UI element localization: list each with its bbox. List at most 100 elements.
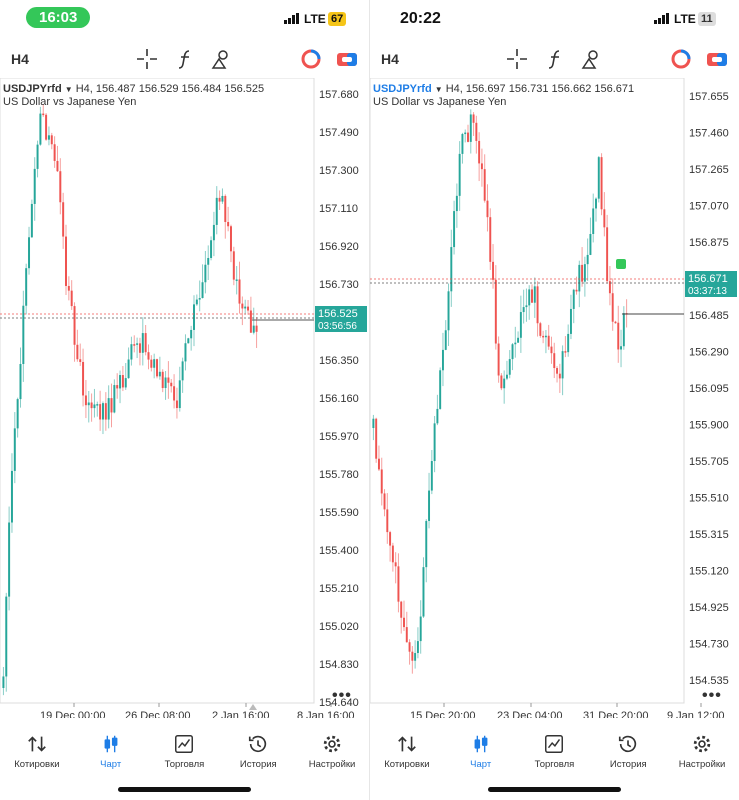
nav-quotes[interactable]: Котировки <box>370 730 444 775</box>
candle-body <box>430 461 433 491</box>
nav-history[interactable]: История <box>591 730 665 775</box>
candle-body <box>556 368 559 374</box>
candle-body <box>104 403 107 420</box>
candle-body <box>497 343 500 376</box>
y-axis-label: 156.920 <box>319 241 359 253</box>
nav-label: История <box>239 759 277 770</box>
x-axis-label: 2 Jan 16:00 <box>212 710 270 718</box>
candle-body <box>47 135 50 140</box>
check-badge <box>616 259 626 269</box>
candle-body <box>175 400 178 409</box>
symbol-dropdown-icon[interactable]: ▼ <box>434 85 443 94</box>
nav-quotes[interactable]: Котировки <box>0 730 74 775</box>
candle-body <box>195 299 198 305</box>
candle-body <box>444 330 447 350</box>
more-options-button[interactable]: ••• <box>332 687 352 704</box>
nav-settings[interactable]: Настройки <box>665 730 739 775</box>
nav-chart[interactable]: Чарт <box>74 730 148 775</box>
candle-body <box>544 335 547 338</box>
candle-body <box>461 134 464 154</box>
x-axis-label: 8 Jan 16:00 <box>297 710 355 718</box>
nav-settings[interactable]: Настройки <box>295 730 369 775</box>
timeframe-button[interactable]: H4 <box>381 51 399 67</box>
crosshair-icon[interactable] <box>135 47 159 71</box>
indicators-icon[interactable] <box>173 47 197 71</box>
candle-body <box>198 298 201 300</box>
candle-body <box>133 344 136 346</box>
candle-body <box>2 676 5 688</box>
trend-icon <box>175 735 194 753</box>
nav-history[interactable]: История <box>221 730 295 775</box>
one-click-trading-icon[interactable] <box>299 47 323 71</box>
candle-body <box>36 144 39 169</box>
home-indicator[interactable] <box>488 787 621 792</box>
candle-body <box>408 642 411 652</box>
price-badge <box>685 271 737 297</box>
candle-body <box>533 286 536 303</box>
objects-icon[interactable] <box>210 47 234 71</box>
nav-trade[interactable]: Торговля <box>518 730 592 775</box>
candle-body <box>42 113 45 116</box>
candle-body <box>28 237 31 269</box>
candle-body <box>190 329 193 339</box>
candle-body <box>414 653 417 661</box>
candle-body <box>178 380 181 409</box>
timeframe-button[interactable]: H4 <box>11 51 29 67</box>
candle-body <box>116 385 119 389</box>
candle-body <box>567 333 570 353</box>
candle-body <box>96 404 99 406</box>
more-options-button[interactable]: ••• <box>702 687 722 704</box>
candle-body <box>19 364 22 400</box>
symbol-name[interactable]: USDJPYrfd <box>3 83 62 95</box>
crosshair-icon[interactable] <box>505 47 529 71</box>
candle-body <box>82 361 85 396</box>
scroll-marker <box>249 704 257 710</box>
symbol-dropdown-icon[interactable]: ▼ <box>64 85 73 94</box>
nav-chart[interactable]: Чарт <box>444 730 518 775</box>
candle-body <box>210 240 213 258</box>
candle-body <box>204 264 207 283</box>
price-badge-price: 156.671 <box>688 273 728 285</box>
candle-body <box>76 344 79 360</box>
candle-body <box>99 404 102 420</box>
trade-panel-icon[interactable] <box>335 47 359 71</box>
candle-body <box>65 236 67 286</box>
objects-icon[interactable] <box>580 47 604 71</box>
candle-body <box>170 382 173 387</box>
candle-body <box>141 333 144 353</box>
candle-body <box>542 335 545 338</box>
candle-body <box>536 286 539 324</box>
y-axis-label: 155.900 <box>689 420 729 432</box>
trend-icon <box>545 735 564 753</box>
arrows-updown-icon <box>398 736 416 752</box>
price-badge <box>315 306 367 332</box>
candle-body <box>403 617 405 628</box>
candle-body <box>583 264 586 282</box>
candle-body <box>375 418 378 459</box>
ohlc-info: H4, 156.487 156.529 156.484 156.525 <box>75 83 265 95</box>
gear-icon <box>323 735 341 753</box>
indicators-icon[interactable] <box>543 47 567 71</box>
candle-body <box>389 532 392 546</box>
signal-icon <box>654 13 669 24</box>
symbol-name[interactable]: USDJPYrfd <box>373 83 432 95</box>
candle-body <box>8 522 11 597</box>
price-badge-countdown: 03:37:13 <box>688 286 727 297</box>
candle-body <box>622 313 625 347</box>
home-indicator[interactable] <box>118 787 251 792</box>
status-time: 20:22 <box>400 10 441 27</box>
candle-body <box>467 132 469 142</box>
y-axis-label: 156.095 <box>689 383 729 395</box>
trade-panel-icon[interactable] <box>705 47 729 71</box>
candle-body <box>147 352 150 360</box>
one-click-trading-icon[interactable] <box>669 47 693 71</box>
nav-trade[interactable]: Торговля <box>148 730 222 775</box>
price-chart[interactable]: 157.655 157.460 157.265 157.070 156.875 156.4… <box>370 78 739 718</box>
candle-body <box>539 323 542 336</box>
nav-label: Чарт <box>100 759 122 770</box>
candle-body <box>90 402 93 409</box>
nav-label: Торговля <box>534 759 575 770</box>
price-chart[interactable]: 157.680 157.490 157.300 157.110 156.920 156.7… <box>0 78 369 718</box>
candle-body <box>505 374 508 379</box>
ohlc-info: H4, 156.697 156.731 156.662 156.671 <box>445 83 635 95</box>
